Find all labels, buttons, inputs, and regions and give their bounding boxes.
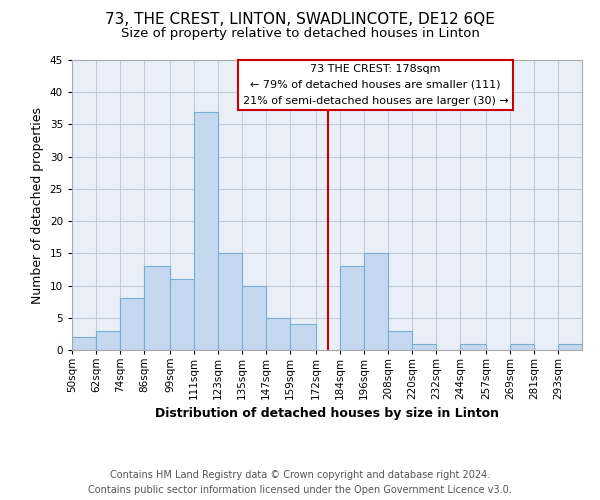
Bar xyxy=(290,324,316,350)
Bar xyxy=(510,344,534,350)
Text: Contains HM Land Registry data © Crown copyright and database right 2024.
Contai: Contains HM Land Registry data © Crown c… xyxy=(88,470,512,495)
Text: 73, THE CREST, LINTON, SWADLINCOTE, DE12 6QE: 73, THE CREST, LINTON, SWADLINCOTE, DE12… xyxy=(105,12,495,28)
Bar xyxy=(266,318,290,350)
Bar xyxy=(412,344,436,350)
Bar xyxy=(340,266,364,350)
Bar xyxy=(144,266,170,350)
Text: 73 THE CREST: 178sqm
← 79% of detached houses are smaller (111)
21% of semi-deta: 73 THE CREST: 178sqm ← 79% of detached h… xyxy=(242,64,508,106)
Y-axis label: Number of detached properties: Number of detached properties xyxy=(31,106,44,304)
Bar xyxy=(242,286,266,350)
Bar xyxy=(120,298,144,350)
Bar xyxy=(558,344,582,350)
Bar xyxy=(218,254,242,350)
Bar xyxy=(364,254,388,350)
Bar xyxy=(388,330,412,350)
Bar xyxy=(194,112,218,350)
X-axis label: Distribution of detached houses by size in Linton: Distribution of detached houses by size … xyxy=(155,408,499,420)
Bar xyxy=(96,330,120,350)
Bar xyxy=(460,344,486,350)
Bar xyxy=(72,337,96,350)
Bar xyxy=(170,279,194,350)
Text: Size of property relative to detached houses in Linton: Size of property relative to detached ho… xyxy=(121,28,479,40)
